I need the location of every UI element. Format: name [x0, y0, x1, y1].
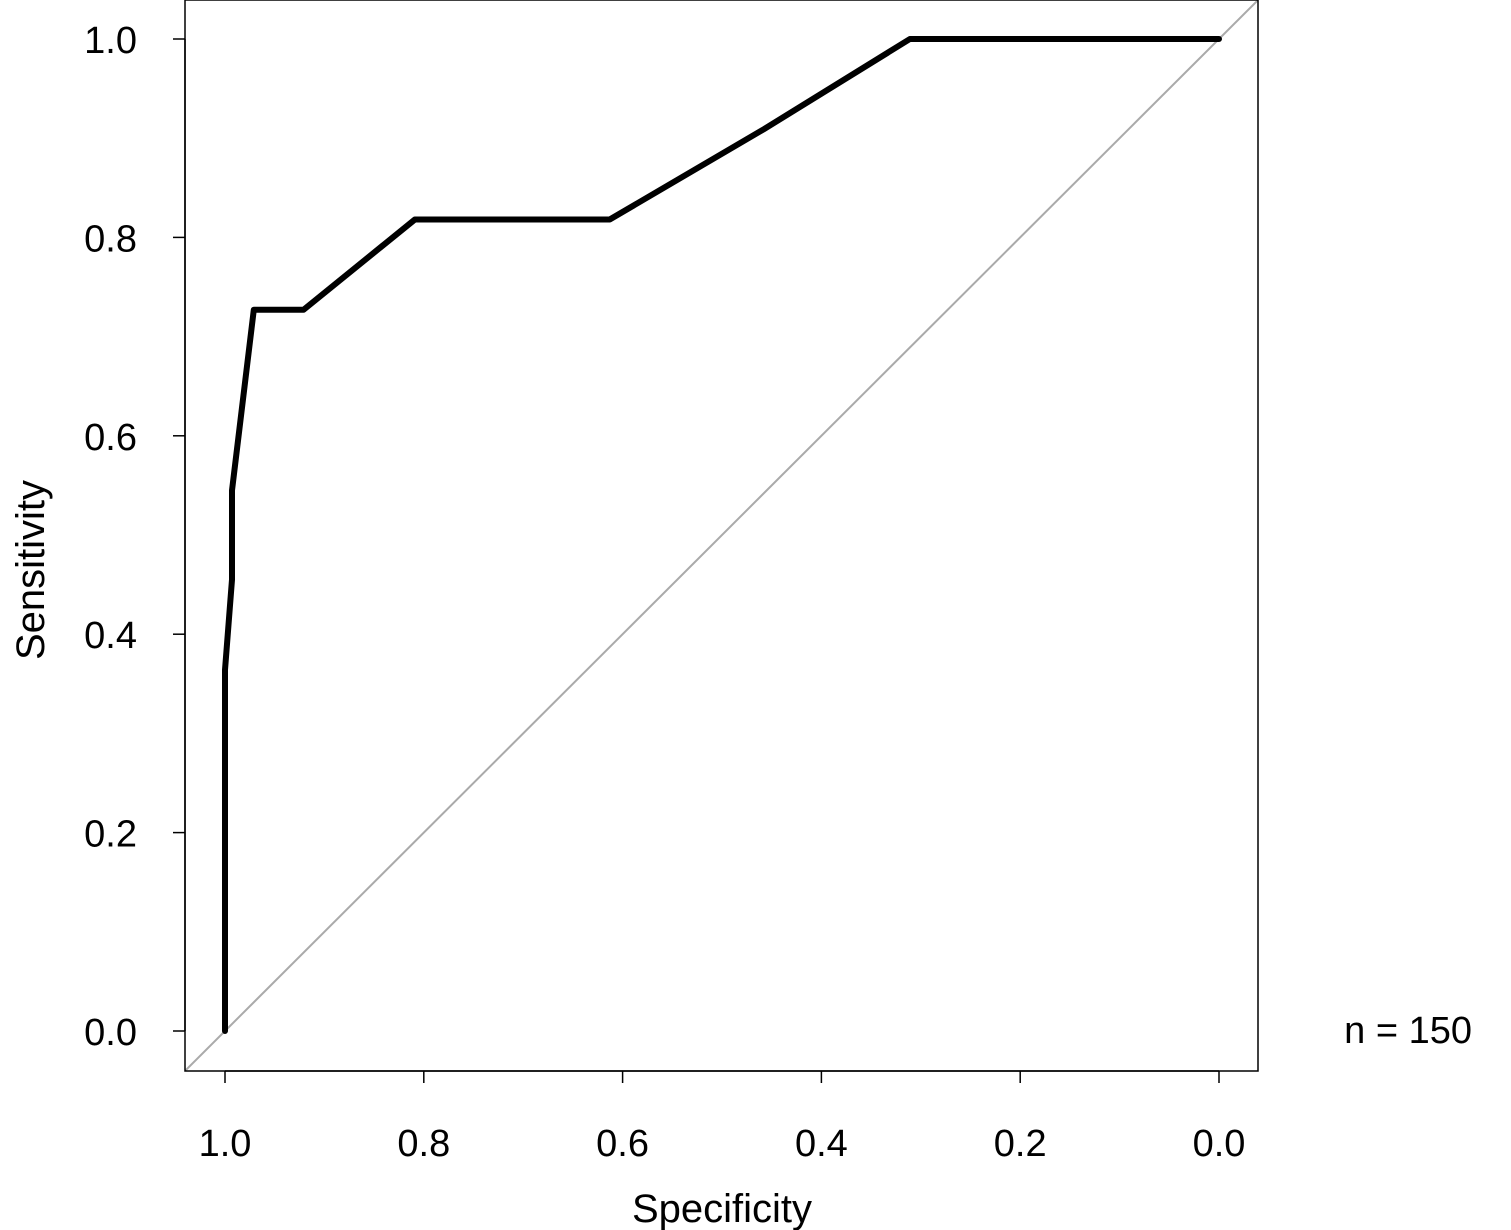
y-tick-label: 0.2	[84, 814, 137, 856]
sample-size-annotation: n = 150	[1344, 1010, 1472, 1052]
reference-layer	[185, 0, 1258, 1071]
y-axis-title: Sensitivity	[9, 480, 53, 660]
x-tick-label: 0.4	[795, 1123, 848, 1165]
y-tick-label: 1.0	[84, 20, 137, 62]
curve-layer	[222, 36, 1222, 1034]
y-tick-label: 0.8	[84, 218, 137, 260]
x-axis: 1.0 0.8 0.6 0.4 0.2 0.0	[199, 1070, 1246, 1165]
x-tick-label: 0.0	[1193, 1123, 1246, 1165]
reference-diagonal-line	[185, 0, 1258, 1071]
roc-curve-line-0	[222, 36, 1222, 1034]
x-tick-label: 0.6	[596, 1123, 649, 1165]
x-tick-label: 0.2	[994, 1123, 1047, 1165]
x-axis-title: Specificity	[632, 1187, 812, 1230]
y-tick-label: 0.0	[84, 1012, 137, 1054]
x-tick-label: 0.8	[397, 1123, 450, 1165]
y-axis: 0.0 0.2 0.4 0.6 0.8 1.0	[84, 20, 186, 1054]
x-tick-label: 1.0	[199, 1123, 252, 1165]
y-tick-label: 0.4	[84, 615, 137, 657]
y-tick-label: 0.6	[84, 417, 137, 459]
